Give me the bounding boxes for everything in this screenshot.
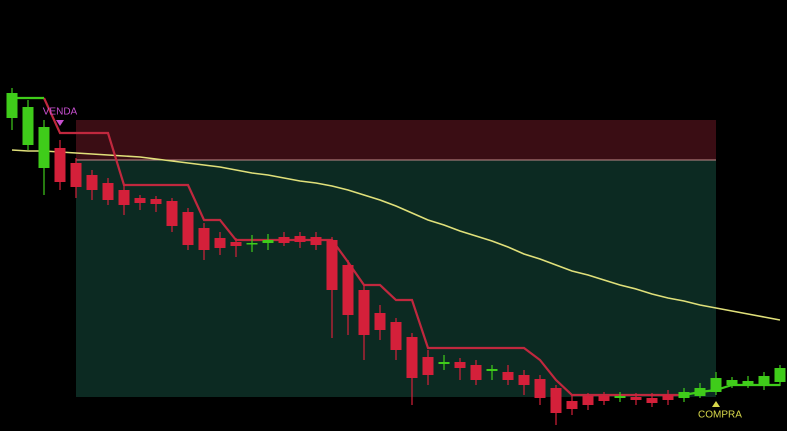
- candle-body: [390, 322, 402, 350]
- candle-body: [566, 401, 578, 409]
- candle-body: [374, 313, 386, 330]
- candle-body: [646, 398, 658, 403]
- candle-body: [166, 201, 178, 226]
- candle-body: [230, 242, 242, 246]
- candle-body: [614, 396, 626, 398]
- candle-body: [134, 198, 146, 203]
- candle-body: [326, 240, 338, 290]
- candle-body: [534, 379, 546, 398]
- candle-body: [86, 175, 98, 190]
- candle-body: [678, 392, 690, 398]
- candle-body: [502, 372, 514, 380]
- candle-body: [182, 212, 194, 245]
- candle-body: [262, 240, 274, 243]
- candle-body: [406, 337, 418, 378]
- candle-body: [550, 388, 562, 413]
- candle-body: [278, 237, 290, 243]
- candle-body: [38, 127, 50, 168]
- candle-body: [70, 163, 82, 187]
- candle-body: [214, 238, 226, 248]
- candle-body: [774, 368, 786, 382]
- candle-body: [630, 397, 642, 400]
- candle-body: [198, 228, 210, 250]
- candle-body: [118, 190, 130, 205]
- moving-average: [11, 149, 781, 321]
- zone: [76, 160, 716, 397]
- candle-body: [662, 395, 674, 400]
- candle-body: [742, 381, 754, 384]
- signal-arrow: [712, 401, 720, 407]
- signal-label: COMPRA: [698, 410, 742, 421]
- candle-body: [518, 375, 530, 385]
- candle-body: [310, 237, 322, 245]
- candle-body: [102, 183, 114, 200]
- candle-body: [582, 396, 594, 405]
- candle-body: [342, 265, 354, 315]
- candle-body: [726, 380, 738, 385]
- candle-body: [486, 369, 498, 371]
- candle-body: [694, 388, 706, 396]
- candle-body: [758, 376, 770, 386]
- candle-body: [6, 93, 18, 118]
- candle-body: [454, 362, 466, 368]
- signal-arrow: [56, 120, 64, 126]
- candle-body: [358, 290, 370, 335]
- candle-body: [422, 357, 434, 375]
- candle-body: [150, 199, 162, 204]
- candle-body: [294, 236, 306, 242]
- candle-body: [710, 378, 722, 392]
- candle-body: [438, 362, 450, 364]
- candle-body: [54, 148, 66, 182]
- candle-body: [598, 396, 610, 401]
- candle-body: [470, 365, 482, 380]
- candle-body: [22, 107, 34, 145]
- zone: [76, 120, 716, 160]
- signal-label: VENDA: [43, 107, 78, 118]
- candle-body: [246, 243, 258, 245]
